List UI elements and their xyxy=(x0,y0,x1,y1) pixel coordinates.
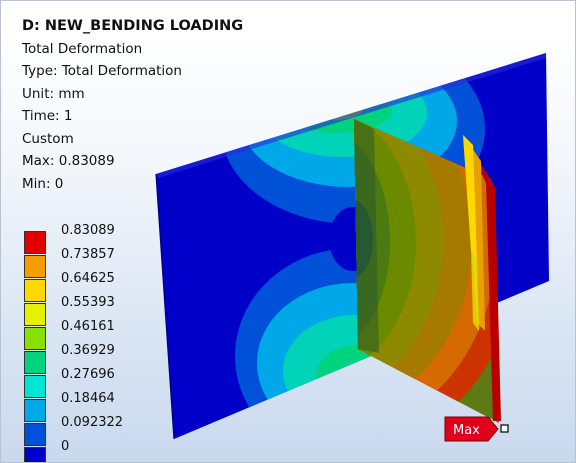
max-probe-label: Max xyxy=(453,423,480,438)
max-probe-marker xyxy=(501,425,508,432)
